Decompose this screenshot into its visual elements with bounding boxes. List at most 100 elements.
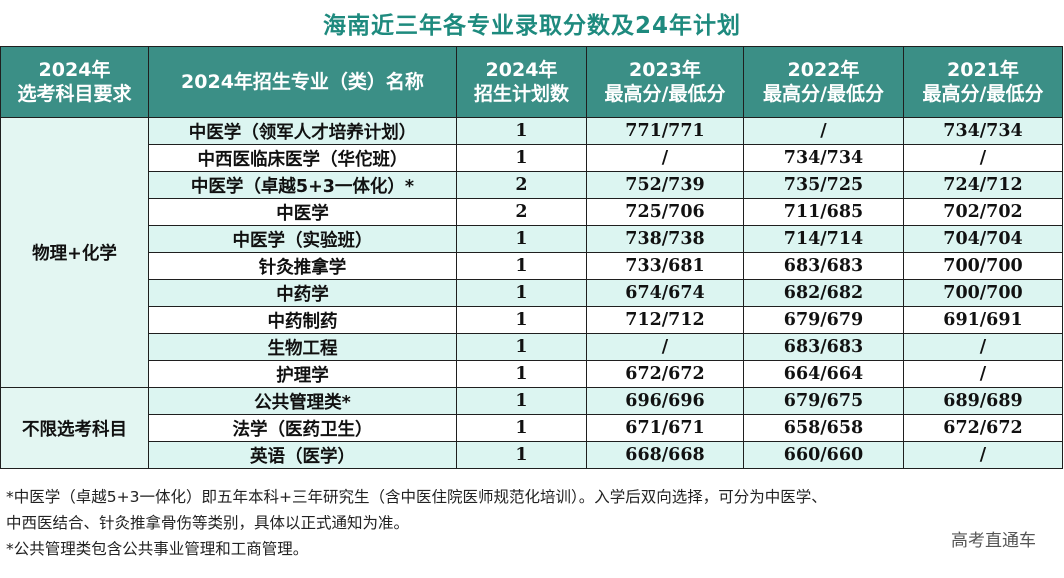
score-2021-cell: 702/702 [903,198,1063,226]
page-title: 海南近三年各专业录取分数及24年计划 [322,13,741,39]
score-2022-cell: 711/685 [743,198,904,226]
score-2021-cell: 704/704 [903,225,1063,253]
plan-cell: 1 [456,360,587,388]
footnote-line: *中医学（卓越5+3一体化）即五年本科+三年研究生（含中医住院医师规范化培训）。… [6,488,827,506]
plan-cell: 1 [456,387,587,415]
score-2023-cell: 671/671 [586,414,744,442]
score-2021-cell: / [903,360,1063,388]
header-requirement: 2024年 选考科目要求 [0,46,149,118]
table-row: 不限选考科目 公共管理类* 1 696/696 679/675 689/689 [0,387,1063,469]
table-row: 针灸推拿学 1 733/681 683/683 700/700 [1,252,1063,280]
plan-cell: 1 [456,279,587,307]
header-plan-line2: 招生计划数 [473,83,569,105]
admission-table: 2024年 选考科目要求 2024年招生专业（类）名称 2024年 招生计划数 … [0,46,1063,469]
score-2021-cell: / [903,333,1063,361]
score-2023-cell: 738/738 [586,225,744,253]
table-row: 法学（医药卫生） 1 671/671 658/658 672/672 [1,414,1063,442]
score-2023-cell: 712/712 [586,306,744,334]
major-cell: 英语（医学） [148,441,457,469]
score-2022-cell: 679/679 [743,306,904,334]
score-2023-cell: 672/672 [586,360,744,388]
major-cell: 中西医临床医学（华佗班） [148,144,457,172]
header-row: 2024年 选考科目要求 2024年招生专业（类）名称 2024年 招生计划数 … [0,46,1063,118]
header-2023-line1: 2023年 [629,59,701,81]
table-row: 生物工程 1/683/683/ [1,333,1063,361]
score-2021-cell: 689/689 [903,387,1063,415]
score-2023-cell: 771/771 [586,117,744,145]
major-cell: 中药制药 [148,306,457,334]
table-row: 中西医临床医学（华佗班） 1/734/734/ [1,144,1063,172]
score-2021-cell: / [903,441,1063,469]
score-2022-cell: 679/675 [743,387,904,415]
requirement-cell: 物理+化学 [0,117,149,388]
score-2022-cell: 714/714 [743,225,904,253]
score-2021-cell: 724/712 [903,171,1063,199]
watermark-text: 高考直通车 [951,531,1036,551]
score-2022-cell: 658/658 [743,414,904,442]
score-2022-cell: 660/660 [743,441,904,469]
header-2021-line1: 2021年 [947,59,1019,81]
table-row: 中医学（卓越5+3一体化）* 2 752/739 735/725 724/712 [1,171,1063,199]
major-cell: 护理学 [148,360,457,388]
table-row: 护理学 1 672/672 664/664/ [1,360,1063,388]
major-cell: 中医学（实验班） [148,225,457,253]
major-cell: 针灸推拿学 [148,252,457,280]
table-row: 中医学（实验班） 1 738/738 714/714 704/704 [1,225,1063,253]
score-2021-cell: 734/734 [903,117,1063,145]
score-2023-cell: 752/739 [586,171,744,199]
header-requirement-line2: 选考科目要求 [17,83,132,105]
header-2021-line2: 最高分/最低分 [922,83,1044,105]
header-2023: 2023年 最高分/最低分 [586,46,744,118]
footnote-line: 中西医结合、针灸推拿骨伤等类别，具体以正式通知为准。 [6,514,410,532]
table-row: 中药学 1 674/674 682/682 700/700 [1,279,1063,307]
header-plan-line1: 2024年 [485,59,558,81]
major-cell: 法学（医药卫生） [148,414,457,442]
plan-cell: 1 [456,333,587,361]
score-2023-cell: 696/696 [586,387,744,415]
requirement-cell: 不限选考科目 [0,387,149,469]
plan-cell: 1 [456,144,587,172]
header-2022: 2022年 最高分/最低分 [743,46,904,118]
score-2022-cell: / [743,117,904,145]
header-requirement-line1: 2024年 [38,59,111,81]
plan-cell: 1 [456,306,587,334]
plan-cell: 2 [456,171,587,199]
header-2022-line1: 2022年 [787,59,860,81]
score-2021-cell: 700/700 [903,252,1063,280]
major-cell: 中药学 [148,279,457,307]
score-2021-cell: 691/691 [903,306,1063,334]
table-row: 中药制药 1 712/712 679/679 691/691 [1,306,1063,334]
plan-cell: 1 [456,117,587,145]
major-cell: 公共管理类* [148,387,457,415]
score-2021-cell: / [903,144,1063,172]
header-2021: 2021年 最高分/最低分 [903,46,1063,118]
score-2023-cell: 668/668 [586,441,744,469]
score-2023-cell: 725/706 [586,198,744,226]
major-cell: 生物工程 [148,333,457,361]
score-2023-cell: / [586,144,744,172]
table-row: 英语（医学） 1 668/668 660/660/ [1,441,1063,469]
score-2023-cell: 733/681 [586,252,744,280]
score-2022-cell: 683/683 [743,252,904,280]
score-2022-cell: 734/734 [743,144,904,172]
plan-cell: 1 [456,441,587,469]
plan-cell: 2 [456,198,587,226]
header-2023-line2: 最高分/最低分 [604,83,726,105]
table-row: 中医学 2 725/706 711/685 702/702 [1,198,1063,226]
footnote-line: *公共管理类包含公共事业管理和工商管理。 [6,540,309,558]
major-cell: 中医学（领军人才培养计划） [148,117,457,145]
header-plan: 2024年 招生计划数 [456,46,587,118]
header-2022-line2: 最高分/最低分 [763,83,884,105]
plan-cell: 1 [456,225,587,253]
plan-cell: 1 [456,252,587,280]
score-2023-cell: / [586,333,744,361]
footnotes: *中医学（卓越5+3一体化）即五年本科+三年研究生（含中医住院医师规范化培训）。… [6,484,1060,562]
table-row: 物理+化学 中医学（领军人才培养计划） 1 771/771/734/734 [0,117,1063,388]
header-major: 2024年招生专业（类）名称 [148,46,457,118]
major-cell: 中医学 [148,198,457,226]
score-2022-cell: 735/725 [743,171,904,199]
table-body: 物理+化学 中医学（领军人才培养计划） 1 771/771/734/734 中西医临床医… [0,117,1063,469]
score-2022-cell: 664/664 [743,360,904,388]
score-2021-cell: 700/700 [903,279,1063,307]
plan-cell: 1 [456,414,587,442]
